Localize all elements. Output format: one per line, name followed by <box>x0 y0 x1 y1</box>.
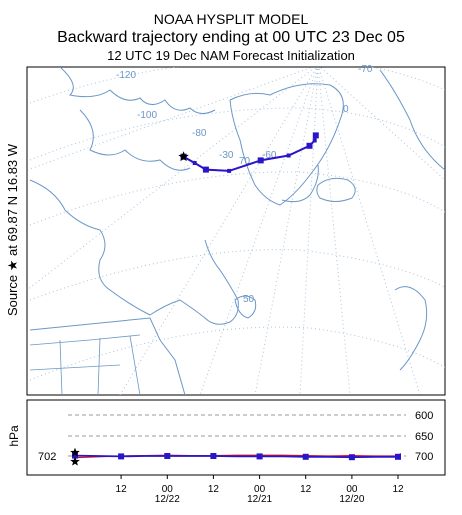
source-star <box>178 151 189 162</box>
parallel-line <box>29 107 445 161</box>
graticule <box>27 67 445 395</box>
meridian-line <box>27 67 317 291</box>
graticule-label: 50 <box>243 294 255 305</box>
time-tick-label: 00 <box>346 484 358 495</box>
source-star-lower <box>70 456 80 466</box>
scandinavia-coast <box>379 69 445 171</box>
graticule-label: -100 <box>137 110 157 121</box>
date-label: 12/20 <box>339 494 364 505</box>
pressure-label-650: 650 <box>415 431 433 443</box>
time-tick-label: 12 <box>392 484 404 495</box>
border-line <box>59 339 63 395</box>
graticule-label: -70 <box>358 64 373 75</box>
meridian-line <box>317 67 351 395</box>
pressure-marker <box>348 454 355 461</box>
parallel-line <box>29 326 445 381</box>
border-line <box>129 335 141 395</box>
pressure-marker <box>164 453 171 459</box>
pressure-marker <box>210 453 217 459</box>
pressure-marker <box>118 453 125 460</box>
date-label: 12/22 <box>155 494 180 505</box>
meridian-line <box>319 67 445 181</box>
start-pressure-label: 702 <box>38 451 56 463</box>
coastlines <box>29 67 445 395</box>
time-tick-label: 00 <box>162 484 174 495</box>
quebec-labrador-coast <box>149 239 239 325</box>
trajectory-end-marker <box>312 132 319 139</box>
time-tick-label: 12 <box>116 484 128 495</box>
initialization-subtitle: 12 UTC 19 Dec NAM Forecast Initializatio… <box>107 48 355 63</box>
graticule-label: 70 <box>239 156 251 167</box>
pressure-label-700: 700 <box>415 451 433 463</box>
arctic-islands-coast <box>79 109 191 171</box>
meridian-line <box>254 67 319 395</box>
meridian-line <box>119 67 318 395</box>
border-line <box>29 334 141 346</box>
time-ticks: 12 00 12 00 12 00 12 12/22 12/21 12/20 <box>116 475 404 505</box>
parallel-line <box>29 249 445 301</box>
graticule-label: -80 <box>192 128 207 139</box>
trajectory-marker <box>202 166 209 173</box>
trajectory-marker <box>286 153 291 158</box>
trajectory-marker <box>306 142 313 149</box>
trajectory-marker <box>257 157 264 164</box>
pressure-marker <box>395 453 401 460</box>
pressure-marker <box>302 453 309 460</box>
trajectory-marker <box>227 168 232 173</box>
date-label: 12/21 <box>247 494 272 505</box>
model-title: NOAA HYSPLIT MODEL <box>153 11 309 27</box>
blue-pressure-line <box>74 454 398 459</box>
greenland-coast <box>229 83 344 206</box>
pressure-marker <box>72 452 78 459</box>
graticule-labels: -120 -100 -80 70 -30 -60 -70 0 50 <box>116 64 373 305</box>
hudson-bay-coast <box>29 179 151 316</box>
source-star-upper <box>70 447 80 457</box>
trajectory-marker <box>312 138 317 143</box>
meridian-line <box>318 67 421 395</box>
state-borders <box>29 334 141 395</box>
arctic-coast <box>59 67 216 114</box>
greenland-south-coast <box>281 164 319 203</box>
graticule-label: -30 <box>219 150 234 161</box>
pressure-label-600: 600 <box>415 410 433 422</box>
time-tick-label: 00 <box>254 484 266 495</box>
graticule-label: 0 <box>343 104 349 115</box>
map-frame <box>26 66 446 396</box>
us-canada-coast <box>29 317 186 395</box>
british-isles-coast <box>394 286 428 371</box>
newfoundland-coast <box>234 295 257 319</box>
parallel-line <box>29 171 445 226</box>
meridian-line <box>299 67 319 395</box>
map-trajectory <box>178 132 319 173</box>
pressure-marker <box>256 453 263 460</box>
time-tick-label: 12 <box>300 484 312 495</box>
iceland-coast <box>316 177 356 202</box>
pressure-tick-labels: 600 650 700 702 <box>38 410 433 463</box>
pressure-gridlines <box>68 414 406 457</box>
meridian-line <box>199 67 318 395</box>
vertical-profile-frame <box>26 399 446 476</box>
graticule-label: -60 <box>262 150 277 161</box>
time-tick-label: 12 <box>208 484 220 495</box>
vertical-profile <box>70 447 401 466</box>
trajectory-title: Backward trajectory ending at 00 UTC 23 … <box>57 29 405 46</box>
trajectory-marker <box>192 161 197 165</box>
border-line <box>29 364 121 371</box>
graticule-label: -120 <box>116 70 136 81</box>
